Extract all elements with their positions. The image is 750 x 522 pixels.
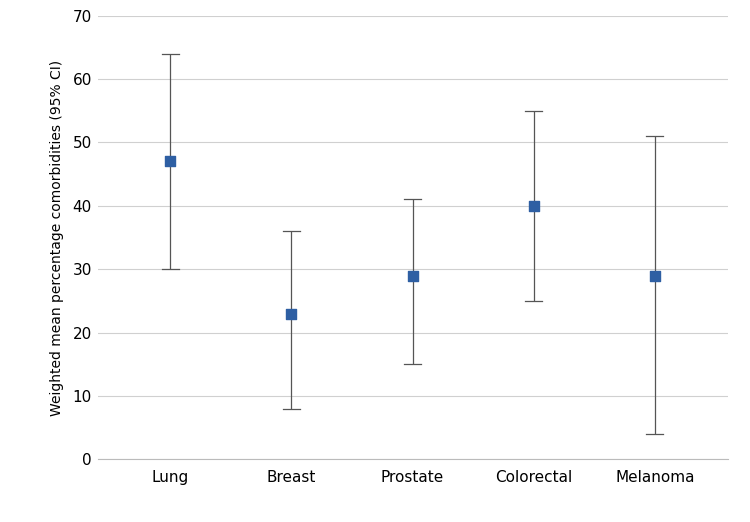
Point (649, 271, 661, 280)
Point (285, 310, 297, 318)
Point (164, 157, 176, 165)
Point (528, 201, 540, 210)
Y-axis label: Weighted mean percentage comorbidities (95% CI): Weighted mean percentage comorbidities (… (50, 60, 64, 416)
Point (406, 271, 418, 280)
